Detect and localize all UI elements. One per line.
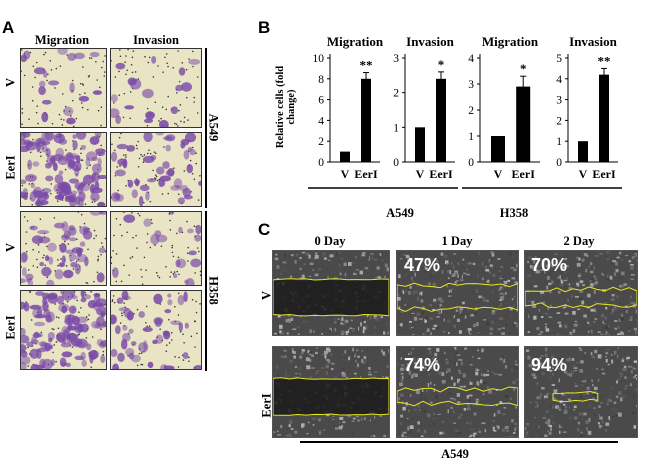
y-tick-label: 1 <box>556 136 562 148</box>
bar <box>436 78 446 162</box>
y-tick-label: 6 <box>318 95 324 107</box>
y-tick-label: 1 <box>468 131 474 143</box>
category-label: EerI <box>354 167 378 181</box>
y-tick-label: 3 <box>393 53 399 65</box>
panel-c-header-1day: 1 Day <box>441 234 473 248</box>
significance-mark: * <box>520 61 527 76</box>
micrograph-a549-eeri-invasion <box>110 132 202 207</box>
panel-b-group-h358: H358 <box>499 206 529 220</box>
micrograph-a549-v-migration <box>20 48 107 128</box>
migration-percent-eeri-day1: 74% <box>404 355 441 375</box>
y-tick-label: 0 <box>318 157 324 169</box>
category-label: EerI <box>429 167 453 181</box>
micrograph-h358-eeri-invasion <box>110 290 202 370</box>
h358-bracket <box>205 211 207 371</box>
category-label: V <box>341 167 350 181</box>
wound-v-day2 <box>524 250 638 336</box>
category-label: EerI <box>512 167 536 181</box>
panel-a-row-label: EerI <box>3 155 18 180</box>
micrograph-a549-eeri-migration <box>20 132 107 207</box>
y-tick-label: 5 <box>556 53 562 65</box>
chart-title: Migration <box>327 34 384 49</box>
panel-a-row-label: V <box>3 77 18 88</box>
bar <box>340 151 350 162</box>
wound-eeri-day2 <box>524 346 638 438</box>
wound-v-day1 <box>396 250 519 336</box>
chart-title: Invasion <box>406 34 454 49</box>
panel-a-row-label: V <box>3 242 18 253</box>
y-tick-label: 3 <box>468 79 474 91</box>
significance-mark: ** <box>598 53 611 68</box>
panel-a-cell-line-a549: A549 <box>206 113 221 142</box>
micrograph-h358-v-invasion <box>110 211 202 286</box>
y-tick-label: 4 <box>318 115 324 127</box>
bar <box>415 127 425 162</box>
y-tick-label: 0 <box>393 157 399 169</box>
bar <box>599 74 609 162</box>
chart-title: Invasion <box>569 34 617 49</box>
panel-c-letter: C <box>258 220 271 239</box>
panel-a-header-migration: Migration <box>34 33 90 47</box>
bar <box>361 78 371 162</box>
panel-c-header-0day: 0 Day <box>314 234 346 248</box>
wound-eeri-day0 <box>272 346 390 438</box>
migration-percent-v-day2: 70% <box>531 255 568 275</box>
panel-c-cell-line: A549 <box>441 447 469 461</box>
bar <box>578 141 588 162</box>
y-tick-label: 2 <box>556 115 562 127</box>
significance-mark: * <box>438 57 445 72</box>
chart-title: Migration <box>482 34 539 49</box>
panel-a-cell-line-h358: H358 <box>206 276 221 305</box>
y-tick-label: 0 <box>468 157 474 169</box>
y-tick-label: 1 <box>393 122 399 134</box>
y-tick-label: 8 <box>318 74 324 86</box>
migration-percent-v-day1: 47% <box>404 255 441 275</box>
category-label: EerI <box>592 167 616 181</box>
y-tick-label: 10 <box>313 53 325 65</box>
y-tick-label: 2 <box>393 88 399 100</box>
y-tick-label: 2 <box>468 105 474 117</box>
panel-a-row-label: EerI <box>3 315 18 340</box>
migration-percent-eeri-day2: 94% <box>531 355 568 375</box>
panel-c-header-2day: 2 Day <box>563 234 595 248</box>
panel-b-charts: Migration0246810V**EerIInvasion0123V*Eer… <box>308 34 622 189</box>
micrograph-a549-v-invasion <box>110 48 202 128</box>
panel-a-header-invasion: Invasion <box>133 33 179 47</box>
y-tick-label: 4 <box>556 74 562 86</box>
category-label: V <box>579 167 588 181</box>
y-tick-label: 0 <box>556 157 562 169</box>
micrograph-h358-v-migration <box>20 211 107 286</box>
panel-c-group-line <box>300 441 618 443</box>
panel-a-letter: A <box>2 18 15 37</box>
panel-b-letter: B <box>258 18 271 37</box>
wound-v-day0 <box>272 250 390 336</box>
panel-b-group-a549: A549 <box>386 206 414 220</box>
category-label: V <box>416 167 425 181</box>
wound-eeri-day1 <box>396 346 519 438</box>
y-tick-label: 3 <box>556 95 562 107</box>
a549-bracket <box>205 48 207 208</box>
y-tick-label: 4 <box>468 53 474 65</box>
significance-mark: ** <box>360 58 373 73</box>
micrograph-h358-eeri-migration <box>20 290 107 370</box>
panel-b-ylabel: Relative cells (fold change) <box>275 65 297 149</box>
bar <box>516 86 531 162</box>
category-label: V <box>494 167 503 181</box>
y-tick-label: 2 <box>318 136 324 148</box>
bar <box>491 136 505 162</box>
